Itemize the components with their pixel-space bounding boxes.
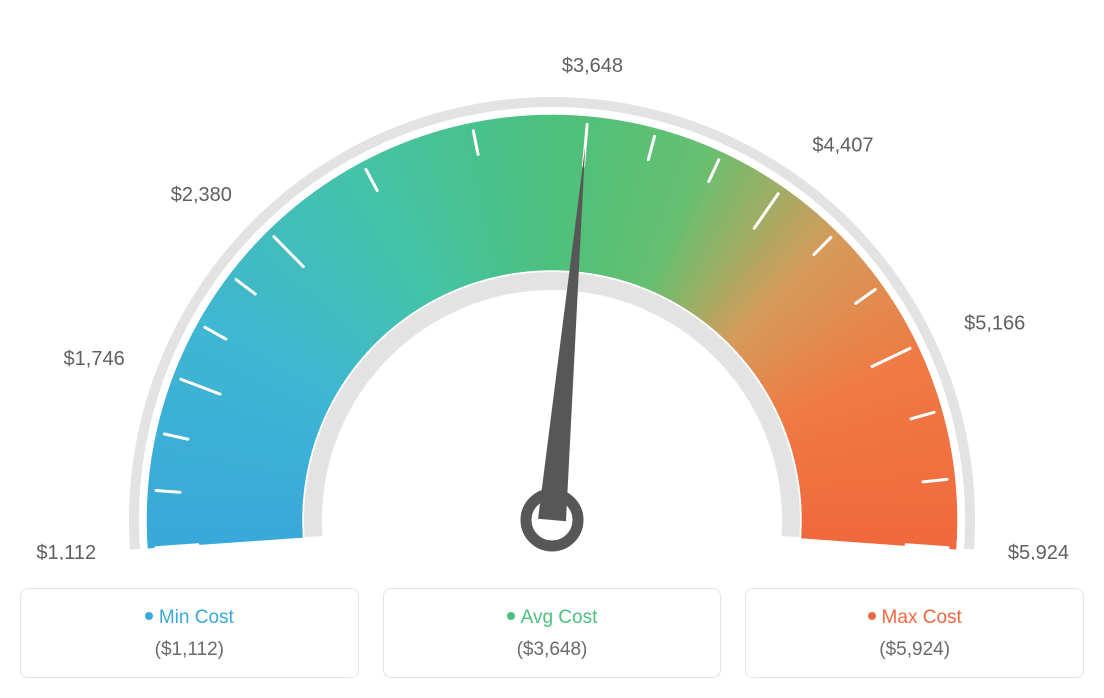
gauge-tick-label: $3,648 bbox=[562, 55, 623, 77]
legend-min-label: Min Cost bbox=[159, 607, 234, 628]
dot-icon bbox=[507, 612, 515, 620]
legend-min-value: ($1,112) bbox=[31, 639, 348, 661]
dot-icon bbox=[145, 612, 153, 620]
legend-card-max: Max Cost ($5,924) bbox=[745, 588, 1084, 678]
legend-avg-value: ($3,648) bbox=[394, 639, 711, 661]
legend-row: Min Cost ($1,112) Avg Cost ($3,648) Max … bbox=[20, 588, 1084, 678]
gauge-tick-label: $5,166 bbox=[964, 312, 1025, 334]
legend-card-min: Min Cost ($1,112) bbox=[20, 588, 359, 678]
legend-max-title: Max Cost bbox=[756, 607, 1073, 629]
legend-card-avg: Avg Cost ($3,648) bbox=[383, 588, 722, 678]
legend-min-title: Min Cost bbox=[31, 607, 348, 629]
dot-icon bbox=[868, 612, 876, 620]
gauge-tick-label: $1,746 bbox=[64, 348, 125, 370]
gauge-tick-label: $4,407 bbox=[812, 134, 873, 156]
gauge-tick-label: $5,924 bbox=[1008, 542, 1069, 560]
gauge-svg: $1,112 $1,746 $2,380 $3,648 $4,407 $5,166 $5,9… bbox=[20, 20, 1084, 560]
legend-max-value: ($5,924) bbox=[756, 639, 1073, 661]
legend-max-label: Max Cost bbox=[882, 607, 962, 628]
legend-avg-label: Avg Cost bbox=[521, 607, 598, 628]
gauge-tick-label: $1,112 bbox=[36, 542, 96, 560]
legend-avg-title: Avg Cost bbox=[394, 607, 711, 629]
cost-gauge: $1,112 $1,746 $2,380 $3,648 $4,407 $5,166 $5,9… bbox=[20, 20, 1084, 560]
gauge-tick-label: $2,380 bbox=[171, 184, 232, 206]
